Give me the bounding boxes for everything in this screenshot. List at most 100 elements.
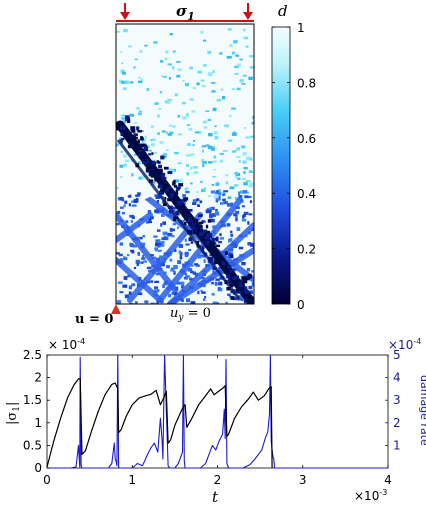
damage-speck xyxy=(131,283,136,287)
damage-speck xyxy=(211,183,215,186)
damage-speck xyxy=(225,181,229,185)
crack-speck xyxy=(211,237,215,243)
damage-speck xyxy=(137,251,141,256)
crack-speck xyxy=(234,278,238,282)
damage-speck xyxy=(149,253,154,257)
stress-line xyxy=(46,377,273,469)
damage-speck xyxy=(119,242,124,246)
damage-speck xyxy=(154,280,160,283)
crack-speck xyxy=(196,244,201,248)
damage-speck xyxy=(156,229,161,232)
damage-speck xyxy=(229,44,233,47)
crack-speck xyxy=(229,254,234,259)
crack-speck xyxy=(198,221,204,225)
crack-speck xyxy=(140,136,143,141)
boundary-conditions: u = 0 uy = 0 xyxy=(75,304,211,327)
damage-speck xyxy=(188,248,192,251)
damage-speck xyxy=(207,118,212,122)
damage-speck xyxy=(159,243,165,247)
crack-speck xyxy=(214,237,217,241)
crack-speck xyxy=(151,162,157,166)
damage-speck xyxy=(153,289,158,294)
damage-speck xyxy=(134,301,138,304)
damage-speck xyxy=(249,55,254,58)
damage-speck xyxy=(165,50,169,54)
damage-speck xyxy=(158,239,161,244)
damage-speck xyxy=(169,131,174,135)
crack-speck xyxy=(187,230,193,235)
crack-speck xyxy=(213,260,219,265)
damage-speck xyxy=(181,299,184,302)
damage-speck xyxy=(177,133,182,136)
damage-speck xyxy=(126,254,130,257)
damage-speck xyxy=(209,145,212,150)
damage-speck xyxy=(156,289,160,293)
damage-speck xyxy=(253,250,254,254)
crack-speck xyxy=(131,143,134,148)
damage-speck xyxy=(176,61,181,63)
damage-speck xyxy=(223,192,226,196)
crack-speck xyxy=(151,152,154,155)
crack-speck xyxy=(160,155,165,160)
damage-speck xyxy=(187,268,193,272)
damage-speck xyxy=(177,260,182,265)
y-right-tick-label: 1 xyxy=(393,438,401,452)
crack-speck xyxy=(178,183,184,187)
crack-speck xyxy=(173,179,176,185)
damage-speck xyxy=(167,232,173,237)
damage-speck xyxy=(177,226,180,229)
damage-speck xyxy=(179,179,184,182)
crack-speck xyxy=(156,160,160,164)
damage-speck xyxy=(212,160,217,163)
damage-speck xyxy=(239,190,244,194)
crack-speck xyxy=(175,186,181,190)
crack-speck xyxy=(151,170,156,175)
damage-speck xyxy=(166,100,171,104)
crack-speck xyxy=(211,242,216,246)
damage-speck xyxy=(219,152,225,155)
damage-speck xyxy=(142,254,145,258)
damage-speck xyxy=(116,223,120,226)
y-right-tick-label: 2 xyxy=(393,416,401,430)
damage-speck xyxy=(222,191,225,194)
crack-speck xyxy=(198,224,202,228)
damage-speck xyxy=(243,211,249,215)
damage-speck xyxy=(174,179,180,183)
damage-speck xyxy=(144,135,147,139)
damage-speck xyxy=(192,140,196,142)
crack-speck xyxy=(191,226,196,230)
crack-speck xyxy=(207,233,213,239)
damage-speck xyxy=(235,148,241,151)
damage-speck xyxy=(186,172,190,176)
damage-speck xyxy=(154,102,159,105)
damage-speck xyxy=(154,248,158,252)
damage-speck xyxy=(184,187,189,191)
damage-speck xyxy=(201,145,207,148)
crack-speck xyxy=(201,245,204,251)
crack-speck xyxy=(160,172,166,177)
damage-speck xyxy=(249,65,254,69)
damage-speck xyxy=(202,163,205,168)
damage-speck xyxy=(212,107,217,112)
damage-speck xyxy=(246,191,250,194)
damage-speck xyxy=(123,87,127,90)
crack-speck xyxy=(230,296,235,300)
crack-speck xyxy=(215,257,221,262)
damage-speck xyxy=(119,196,124,201)
colorbar-tick-label: 0.2 xyxy=(297,243,316,257)
damage-speck xyxy=(200,79,205,82)
damage-speck xyxy=(196,191,200,193)
damage-speck xyxy=(184,253,189,258)
damage-speck xyxy=(238,191,241,196)
damage-speck xyxy=(119,206,124,209)
damage-speck xyxy=(247,221,250,225)
x-tick-label: 0 xyxy=(43,473,51,487)
damage-speck xyxy=(121,211,125,215)
damage-speck xyxy=(130,219,133,223)
damage-rate-line xyxy=(47,354,388,469)
damage-speck xyxy=(167,98,172,102)
damage-speck xyxy=(210,218,215,223)
damage-speck xyxy=(187,124,191,126)
damage-speck xyxy=(243,166,248,170)
damage-speck xyxy=(221,88,224,91)
